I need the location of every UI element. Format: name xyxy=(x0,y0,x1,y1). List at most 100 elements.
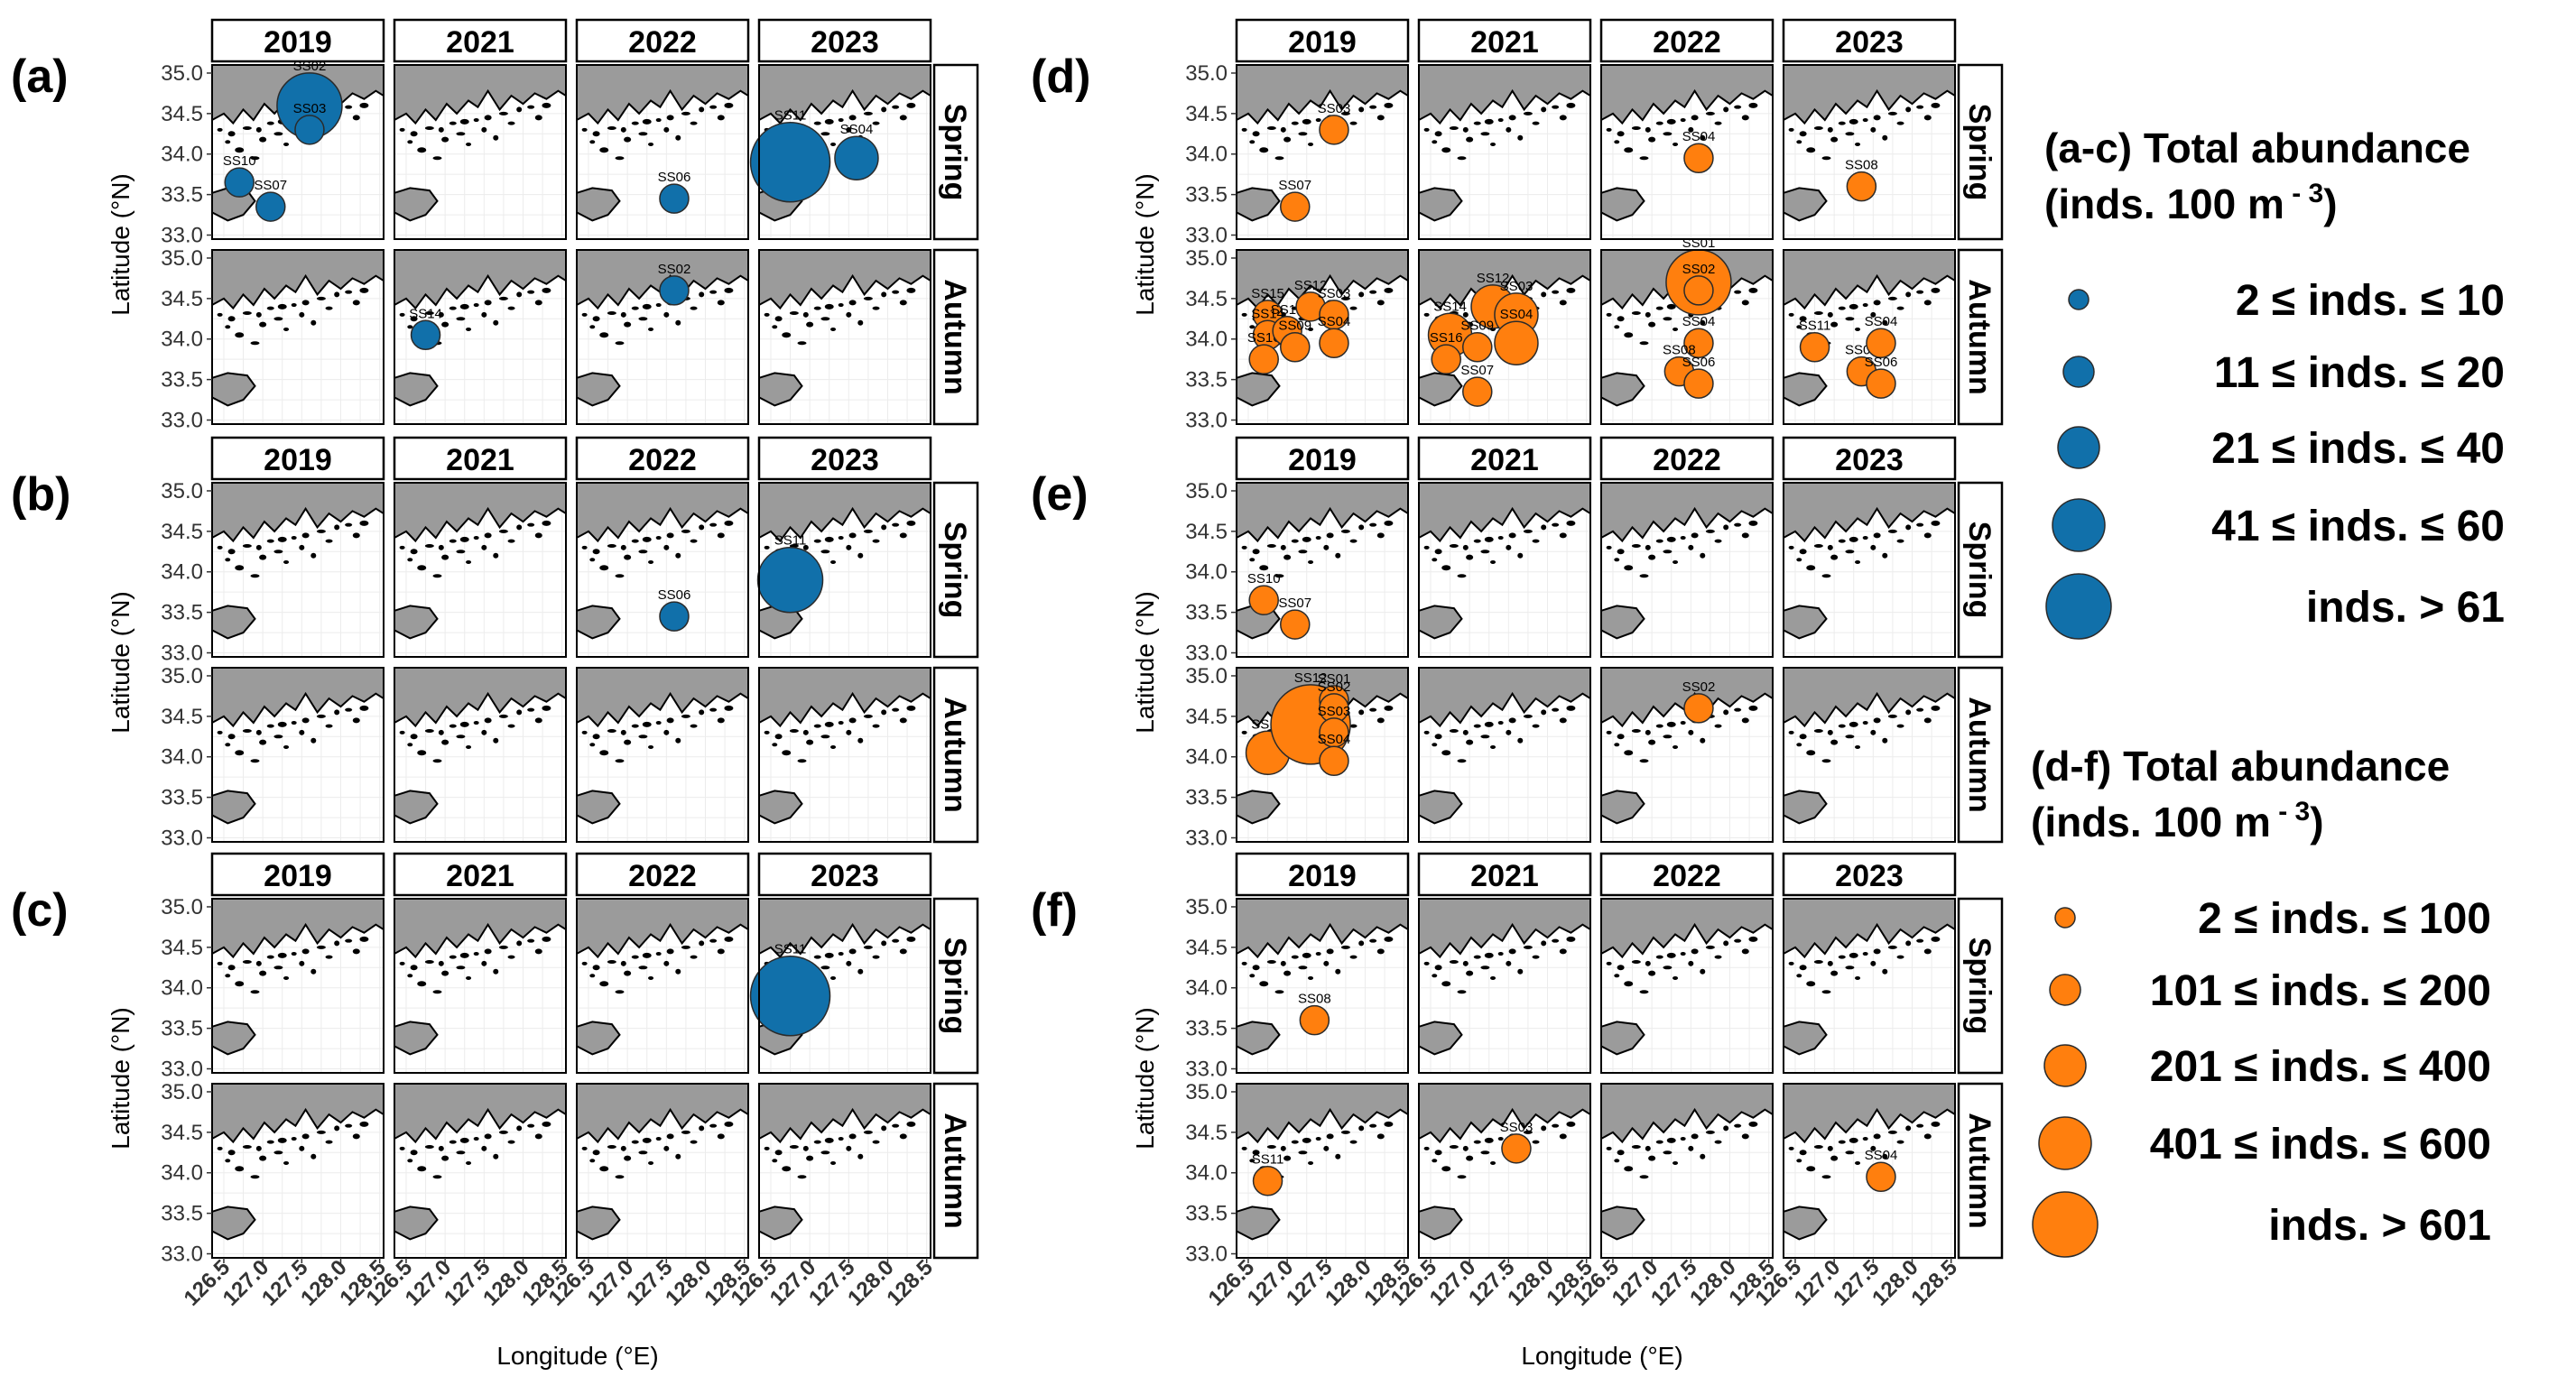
island-mark xyxy=(449,955,457,959)
island-mark xyxy=(1796,558,1802,562)
island-mark xyxy=(1645,311,1651,318)
island-mark xyxy=(699,524,705,531)
island-mark xyxy=(1506,729,1512,735)
jeju-island-shape xyxy=(394,1206,439,1241)
island-mark xyxy=(1606,730,1612,734)
y-tick-label: 34.5 xyxy=(1185,705,1228,729)
island-mark xyxy=(1466,739,1474,745)
island-mark xyxy=(899,300,907,306)
facet-panel xyxy=(576,898,749,1074)
island-mark xyxy=(1473,539,1481,543)
legend-subtitle-text: (inds. 100 m xyxy=(2031,799,2271,845)
island-mark xyxy=(1480,965,1490,970)
island-mark xyxy=(1827,1145,1833,1151)
jeju-island-shape xyxy=(394,605,439,640)
island-mark xyxy=(484,1133,492,1140)
season-strip-label: Autumn xyxy=(938,1113,972,1228)
island-mark xyxy=(1788,545,1794,550)
island-mark xyxy=(1896,955,1904,959)
island-mark xyxy=(466,744,472,749)
island-mark xyxy=(830,142,837,146)
year-strip-label: 2023 xyxy=(1835,443,1904,477)
island-mark xyxy=(1821,990,1831,994)
year-strip xyxy=(1782,852,1957,897)
island-mark xyxy=(407,558,413,562)
station-label: SS02 xyxy=(658,262,691,277)
island-mark xyxy=(1434,734,1442,740)
island-mark xyxy=(1806,147,1816,153)
island-mark xyxy=(299,729,305,735)
island-mark xyxy=(1508,115,1516,121)
island-mark xyxy=(1705,529,1715,533)
island-mark xyxy=(259,554,267,560)
y-tick-label: 33.5 xyxy=(1185,368,1228,393)
island-mark xyxy=(417,1166,427,1172)
island-mark xyxy=(1466,554,1474,560)
island-mark xyxy=(1905,709,1912,716)
island-mark xyxy=(1645,960,1651,966)
island-mark xyxy=(1855,559,1861,564)
year-strip-label: 2021 xyxy=(446,25,514,60)
island-mark xyxy=(1552,1123,1560,1128)
island-mark xyxy=(709,522,718,527)
island-mark xyxy=(1813,126,1823,131)
island-mark xyxy=(863,296,873,300)
island-mark xyxy=(1631,1145,1641,1150)
island-mark xyxy=(534,717,542,724)
island-mark xyxy=(1241,312,1247,317)
island-mark xyxy=(359,287,369,293)
island-mark xyxy=(638,317,648,321)
island-mark xyxy=(1508,948,1516,955)
island-mark xyxy=(1830,321,1839,328)
island-mark xyxy=(1369,290,1377,294)
island-mark xyxy=(1490,744,1496,749)
island-mark xyxy=(881,940,887,947)
legend-entry-label: inds. > 61 xyxy=(2306,584,2505,632)
station-label: SS03 xyxy=(293,101,327,116)
panel-border xyxy=(1783,64,1956,240)
island-mark xyxy=(1369,105,1377,109)
island-mark xyxy=(1614,743,1620,747)
x-axis-title: Longitude (°E) xyxy=(1521,1342,1682,1370)
panel-border xyxy=(211,482,385,658)
island-mark xyxy=(820,132,830,136)
island-mark xyxy=(1830,554,1839,560)
island-mark xyxy=(1308,327,1314,331)
island-mark xyxy=(352,300,360,306)
mainland-shape xyxy=(1236,898,1409,959)
island-mark xyxy=(631,1140,639,1144)
panel-border xyxy=(1600,667,1774,843)
year-strip xyxy=(1235,436,1410,481)
mainland-shape xyxy=(1600,898,1774,959)
island-mark xyxy=(1369,522,1377,527)
panel-border xyxy=(1783,1083,1956,1259)
island-mark xyxy=(872,724,880,728)
panel-border xyxy=(758,898,931,1074)
mainland-shape xyxy=(576,64,749,125)
island-mark xyxy=(1517,552,1524,559)
legend-entry-label: 401 ≤ inds. ≤ 600 xyxy=(2150,1121,2491,1169)
island-mark xyxy=(1423,545,1430,550)
y-tick-label: 35.0 xyxy=(1185,1080,1228,1104)
panel-border xyxy=(394,1083,567,1259)
island-mark xyxy=(255,1145,262,1151)
year-strip xyxy=(393,18,568,63)
legend-title: (d-f) Total abundance xyxy=(2031,743,2450,790)
island-mark xyxy=(1648,1155,1656,1161)
island-mark xyxy=(846,544,852,550)
island-mark xyxy=(699,1125,705,1132)
island-mark xyxy=(642,118,652,125)
island-mark xyxy=(1624,332,1634,338)
island-mark xyxy=(1606,545,1612,550)
island-mark xyxy=(441,739,449,745)
island-mark xyxy=(1340,945,1350,949)
island-mark xyxy=(1688,544,1694,550)
island-mark xyxy=(1490,142,1496,146)
island-mark xyxy=(1462,311,1469,318)
y-axis-title: Latitude (°N) xyxy=(1131,1007,1159,1150)
island-mark xyxy=(663,126,670,133)
island-mark xyxy=(1252,965,1260,971)
facet-panel: SS06 xyxy=(576,482,749,658)
